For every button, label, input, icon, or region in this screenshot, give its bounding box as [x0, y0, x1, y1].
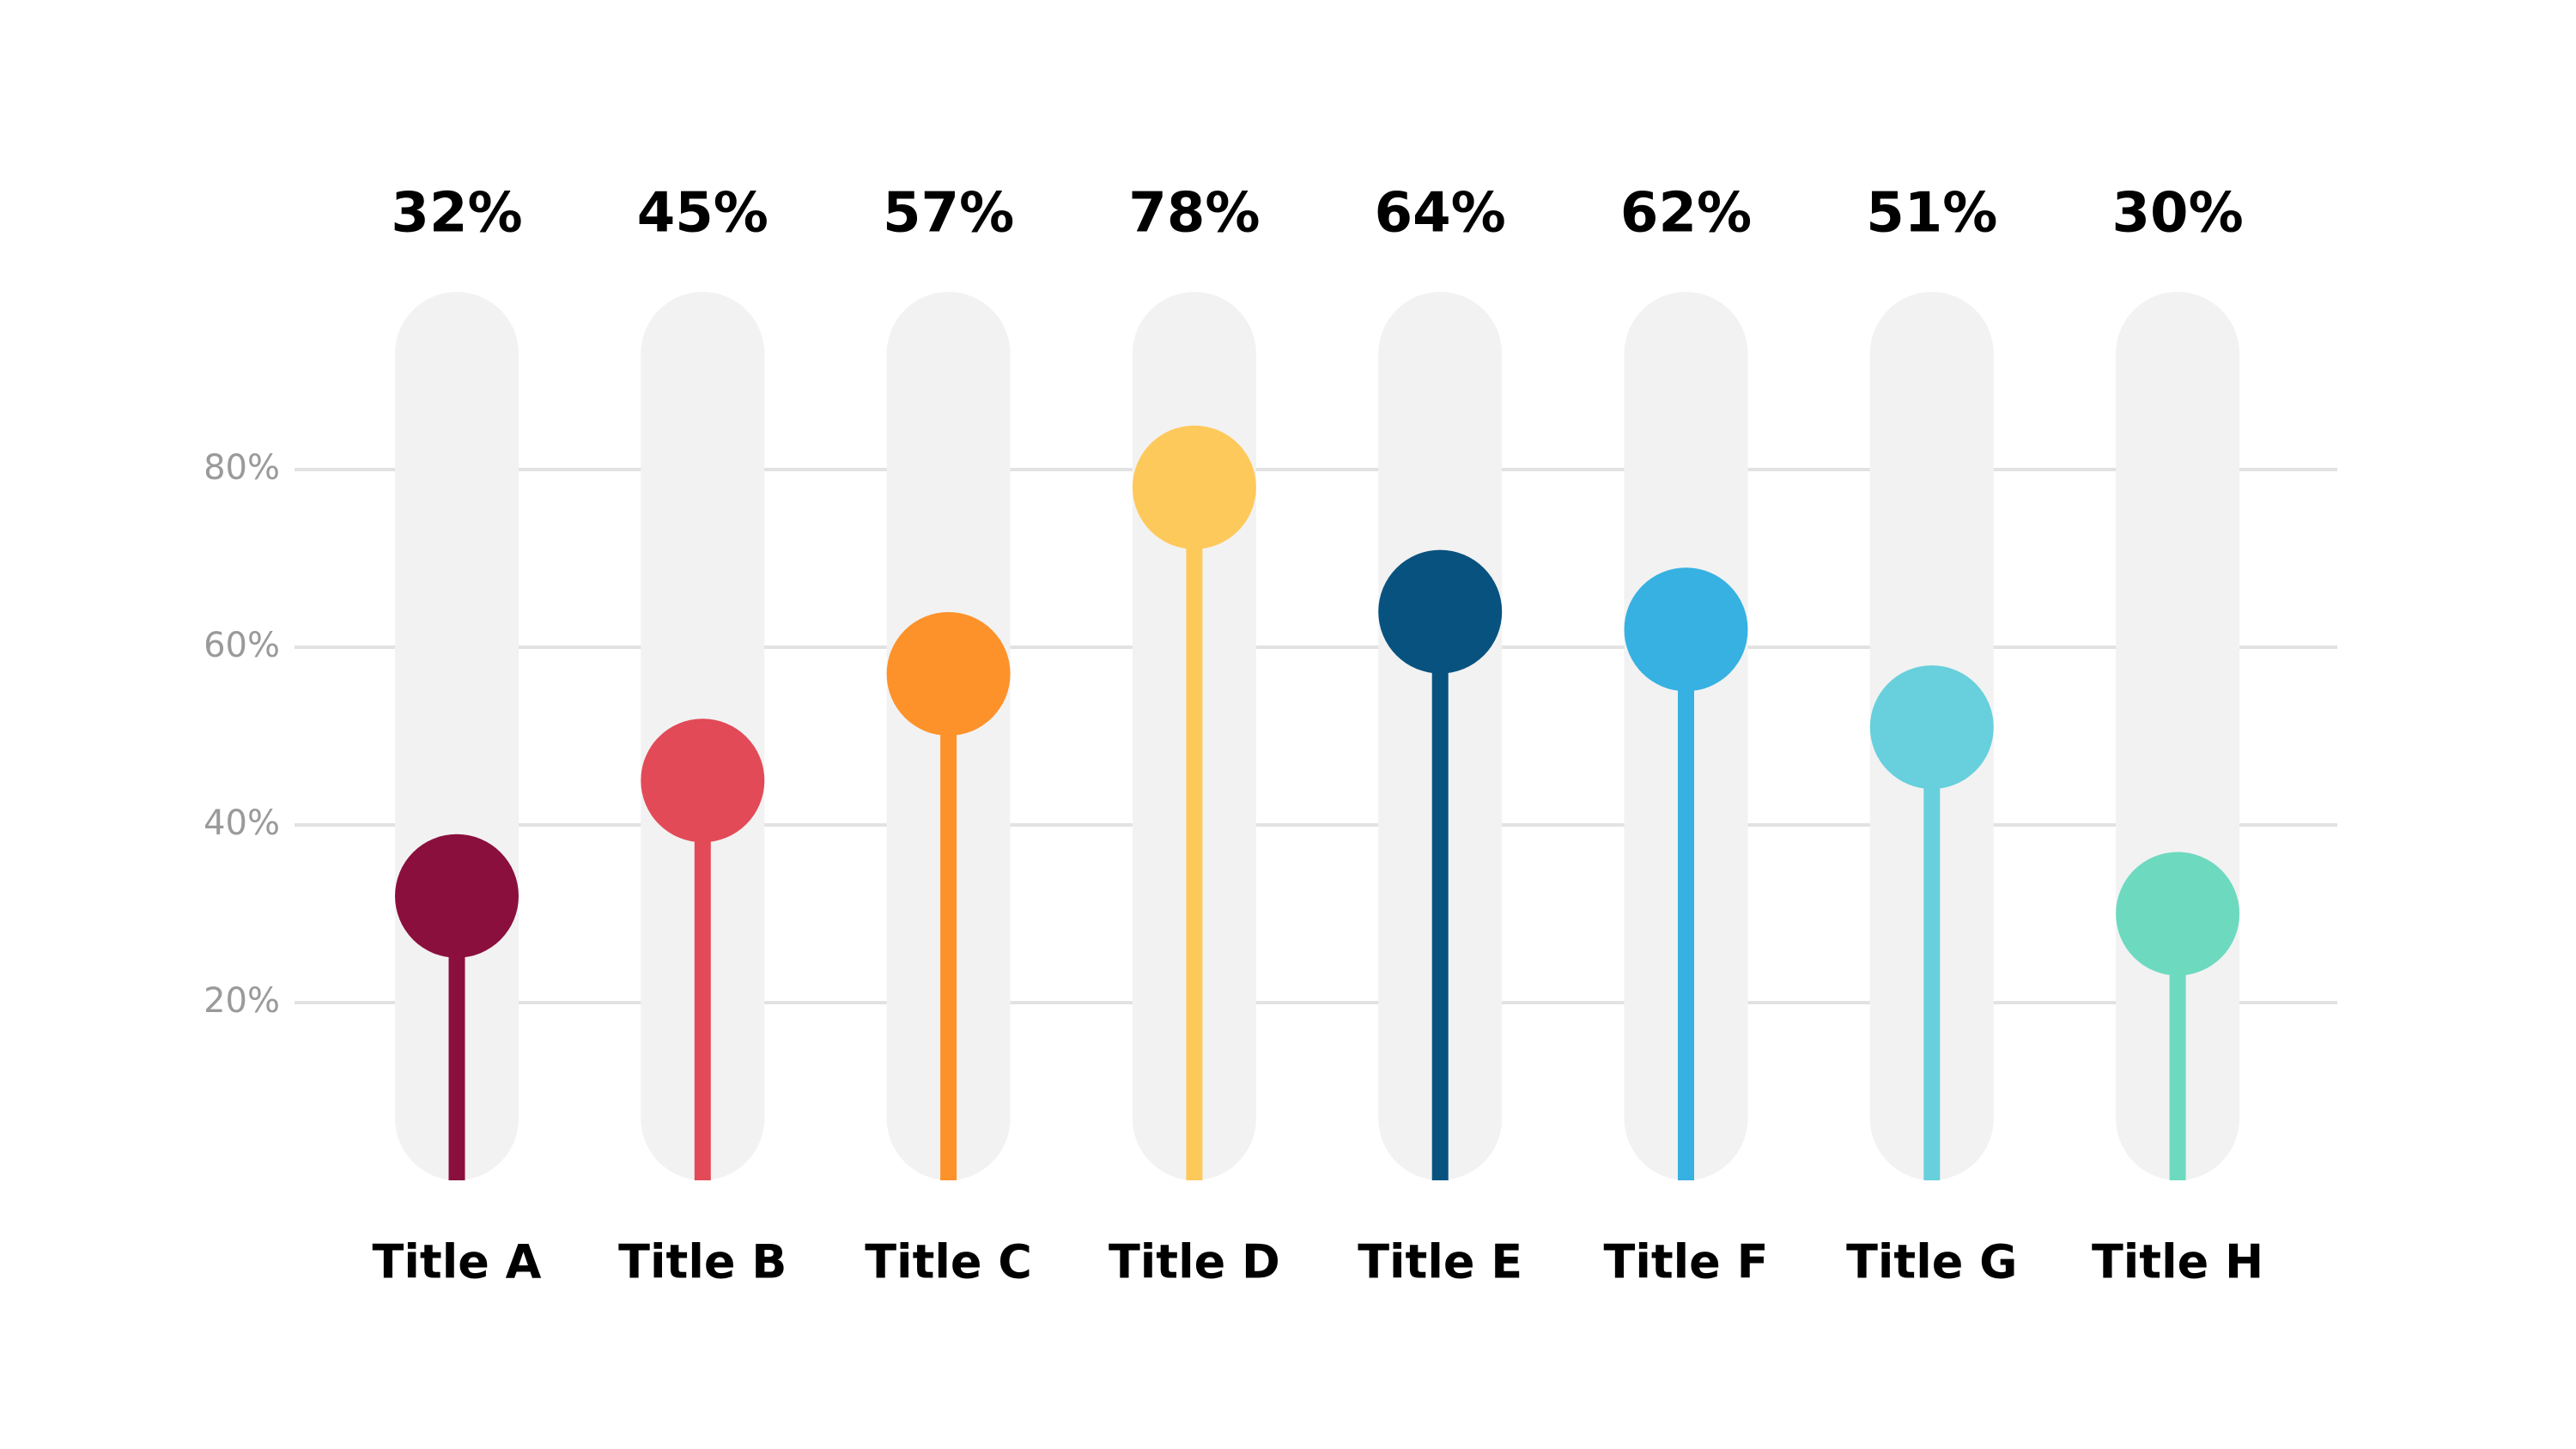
value-label: 62%	[1620, 182, 1752, 246]
marker	[2116, 852, 2240, 976]
x-tick-label: Title D	[1109, 1235, 1280, 1289]
x-tick-label: Title E	[1358, 1235, 1522, 1289]
value-label: 45%	[637, 182, 769, 246]
marker	[886, 612, 1011, 737]
value-label: 64%	[1375, 182, 1506, 246]
marker	[641, 718, 765, 843]
value-label: 32%	[391, 182, 522, 246]
x-tick-label: Title F	[1604, 1235, 1769, 1289]
value-label: 51%	[1866, 182, 1997, 246]
marker	[1869, 665, 1994, 790]
marker	[1132, 425, 1256, 549]
value-label: 30%	[2112, 182, 2244, 246]
y-tick-label: 60%	[204, 626, 280, 665]
y-tick-label: 80%	[204, 448, 280, 488]
x-tick-label: Title A	[373, 1235, 542, 1289]
marker	[1378, 549, 1503, 674]
y-tick-label: 40%	[204, 803, 280, 843]
value-label: 78%	[1128, 182, 1260, 246]
x-tick-label: Title G	[1846, 1235, 2017, 1289]
x-tick-label: Title H	[2092, 1235, 2263, 1289]
marker	[395, 834, 519, 958]
value-label: 57%	[883, 182, 1014, 246]
track	[395, 292, 519, 1180]
y-tick-label: 20%	[204, 981, 280, 1021]
x-tick-label: Title B	[618, 1235, 787, 1289]
x-tick-label: Title C	[865, 1235, 1032, 1289]
marker	[1624, 567, 1748, 692]
